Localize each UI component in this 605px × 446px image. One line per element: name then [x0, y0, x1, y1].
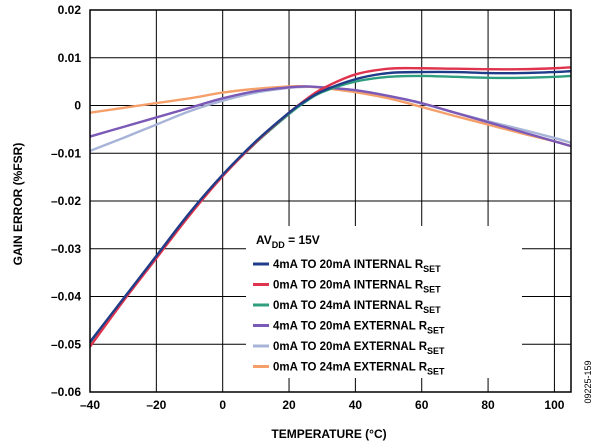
x-tick-label: 0 — [219, 398, 226, 412]
y-tick-label: –0.05 — [51, 337, 81, 351]
y-tick-label: 0 — [74, 99, 81, 113]
x-tick-label: 60 — [415, 398, 429, 412]
legend-label-5: 0mA TO 20mA EXTERNAL RSET — [273, 341, 445, 356]
x-tick-label: –20 — [146, 398, 166, 412]
figure-code: 09225-159 — [583, 360, 593, 403]
series-line-2 — [90, 66, 571, 348]
legend-label-1: 4mA TO 20mA INTERNAL RSET — [273, 259, 441, 274]
y-tick-label: –0.03 — [51, 242, 81, 256]
x-axis-title: TEMPERATURE (°C) — [271, 427, 386, 441]
legend-items: 4mA TO 20mA INTERNAL RSET 0mA TO 20mA INT… — [253, 259, 445, 377]
x-tick-label: 100 — [544, 398, 564, 412]
legend-heading-sub: DD — [272, 240, 285, 250]
x-tick-label: 40 — [349, 398, 363, 412]
x-tick-label: –40 — [80, 398, 100, 412]
legend-heading: AVDD = 15V — [256, 233, 320, 250]
legend: AVDD = 15V 4mA TO 20mA INTERNAL RSET 0mA … — [246, 226, 522, 378]
legend-background — [246, 226, 522, 378]
x-tick-label: 80 — [481, 398, 495, 412]
legend-heading-main: AV — [256, 233, 272, 247]
plot-frame — [89, 9, 572, 393]
legend-label-3: 0mA TO 24mA INTERNAL RSET — [273, 300, 441, 315]
legend-heading-suffix: = 15V — [285, 233, 320, 247]
x-tick-label: 20 — [282, 398, 296, 412]
y-tick-label: –0.04 — [51, 290, 81, 304]
series-line-4 — [90, 85, 571, 148]
y-tick-label: –0.01 — [51, 146, 81, 160]
series-line-1 — [90, 69, 571, 343]
y-tick-label: –0.02 — [51, 194, 81, 208]
x-tick-labels: –40 –20 0 20 40 60 80 100 — [80, 398, 565, 412]
y-tick-label: 0.02 — [58, 3, 82, 17]
y-axis-title: GAIN ERROR (%FSR) — [11, 143, 25, 266]
legend-label-2: 0mA TO 20mA INTERNAL RSET — [273, 280, 441, 295]
series-lines — [90, 66, 571, 348]
legend-label-6: 0mA TO 24mA EXTERNAL RSET — [273, 362, 445, 377]
y-tick-label: –0.06 — [51, 385, 81, 399]
legend-label-4: 4mA TO 20mA EXTERNAL RSET — [273, 321, 445, 336]
series-line-5 — [90, 85, 571, 152]
y-tick-label: 0.01 — [58, 51, 82, 65]
y-tick-labels: 0.02 0.01 0 –0.01 –0.02 –0.03 –0.04 –0.05 –0.06 — [51, 3, 81, 399]
